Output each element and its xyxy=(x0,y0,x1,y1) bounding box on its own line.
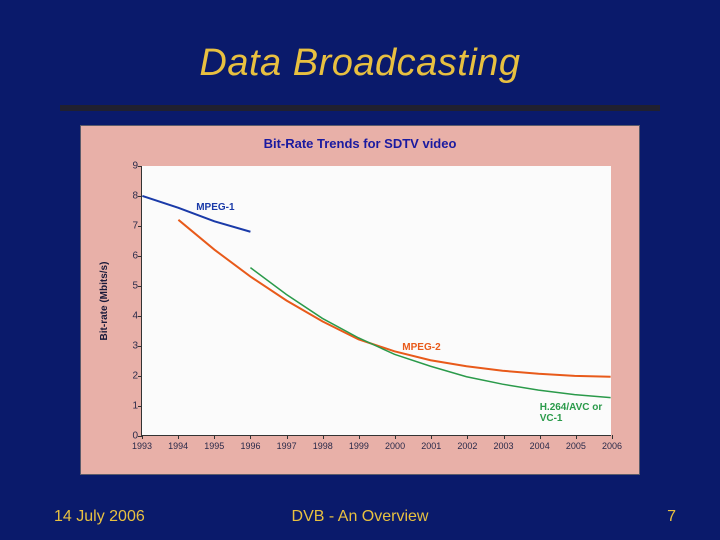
x-tick-mark xyxy=(467,435,468,439)
y-tick-label: 3 xyxy=(118,341,138,352)
series-line xyxy=(250,268,610,398)
x-tick-label: 2004 xyxy=(530,441,550,451)
x-tick-label: 2003 xyxy=(494,441,514,451)
x-tick-label: 1996 xyxy=(240,441,260,451)
y-tick-mark xyxy=(138,376,142,377)
y-tick-mark xyxy=(138,166,142,167)
x-tick-mark xyxy=(504,435,505,439)
y-tick-label: 0 xyxy=(118,431,138,442)
x-tick-mark xyxy=(178,435,179,439)
y-tick-label: 5 xyxy=(118,281,138,292)
slide-title: Data Broadcasting xyxy=(0,42,720,85)
x-tick-label: 1997 xyxy=(277,441,297,451)
x-tick-mark xyxy=(359,435,360,439)
x-tick-label: 2006 xyxy=(602,441,622,451)
x-tick-mark xyxy=(323,435,324,439)
footer-page: 7 xyxy=(667,508,676,526)
footer: 14 July 2006 DVB - An Overview 7 xyxy=(0,502,720,526)
x-tick-label: 1998 xyxy=(313,441,333,451)
x-tick-mark xyxy=(540,435,541,439)
x-tick-label: 2005 xyxy=(566,441,586,451)
slide: Data Broadcasting Bit-Rate Trends for SD… xyxy=(0,0,720,540)
series-line xyxy=(178,220,610,377)
y-tick-mark xyxy=(138,346,142,347)
x-tick-label: 1995 xyxy=(204,441,224,451)
footer-center: DVB - An Overview xyxy=(0,508,720,526)
y-tick-label: 4 xyxy=(118,311,138,322)
y-tick-label: 2 xyxy=(118,371,138,382)
y-axis-label: Bit-rate (Mbits/s) xyxy=(99,262,110,341)
x-tick-label: 2002 xyxy=(457,441,477,451)
y-tick-mark xyxy=(138,286,142,287)
y-tick-label: 7 xyxy=(118,221,138,232)
y-tick-mark xyxy=(138,406,142,407)
x-tick-mark xyxy=(214,435,215,439)
x-tick-label: 2000 xyxy=(385,441,405,451)
y-tick-label: 8 xyxy=(118,191,138,202)
y-tick-mark xyxy=(138,196,142,197)
y-tick-label: 6 xyxy=(118,251,138,262)
y-tick-label: 1 xyxy=(118,401,138,412)
x-tick-mark xyxy=(395,435,396,439)
series-label: MPEG-2 xyxy=(402,342,440,353)
x-tick-label: 1994 xyxy=(168,441,188,451)
divider xyxy=(60,105,660,111)
chart-frame: Bit-Rate Trends for SDTV video Bit-rate … xyxy=(80,125,640,475)
y-tick-label: 9 xyxy=(118,161,138,172)
x-tick-mark xyxy=(250,435,251,439)
y-tick-mark xyxy=(138,316,142,317)
x-tick-mark xyxy=(142,435,143,439)
x-tick-label: 1999 xyxy=(349,441,369,451)
x-tick-mark xyxy=(576,435,577,439)
y-tick-mark xyxy=(138,226,142,227)
x-tick-label: 2001 xyxy=(421,441,441,451)
plot-area: 0123456789199319941995199619971998199920… xyxy=(141,166,611,436)
x-tick-mark xyxy=(612,435,613,439)
chart-title: Bit-Rate Trends for SDTV video xyxy=(81,136,639,151)
series-label: H.264/AVC or VC-1 xyxy=(540,402,611,424)
x-tick-mark xyxy=(287,435,288,439)
y-tick-mark xyxy=(138,256,142,257)
x-tick-label: 1993 xyxy=(132,441,152,451)
x-tick-mark xyxy=(431,435,432,439)
series-label: MPEG-1 xyxy=(196,202,234,213)
